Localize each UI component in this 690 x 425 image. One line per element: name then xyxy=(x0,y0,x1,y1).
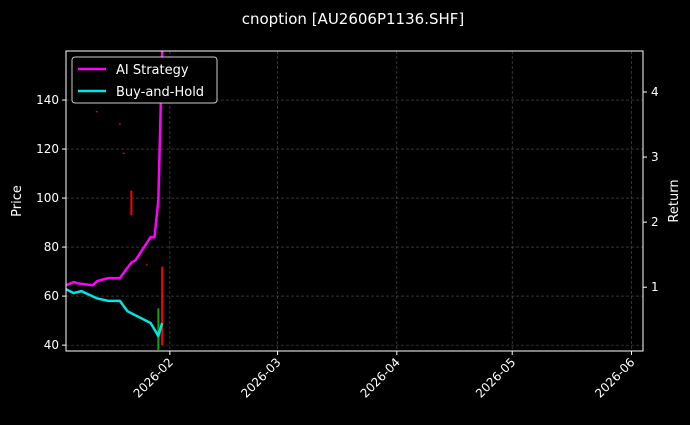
x-tick-label: 2026-04 xyxy=(358,355,403,400)
series-line-ai-strategy xyxy=(65,50,164,287)
legend-label-buy-and-hold: Buy-and-Hold xyxy=(116,85,204,100)
x-tick-label: 2026-05 xyxy=(473,355,518,400)
plot-frame xyxy=(65,50,644,352)
y-right-tick-label: 3 xyxy=(651,150,659,164)
y-tick-label: 40 xyxy=(44,338,59,352)
series-line-buy-and-hold xyxy=(65,288,164,338)
chart-title: cnoption [AU2606P1136.SHF] xyxy=(242,10,465,28)
y-tick-label: 60 xyxy=(44,289,59,303)
ticks: 2026-02 2026-03 2026-04 2026-05 2026-06 40 60 8… xyxy=(36,85,659,401)
series-lines xyxy=(65,50,164,338)
x-tick-label: 2026-03 xyxy=(238,355,283,400)
candles xyxy=(95,111,164,351)
legend: AI Strategy Buy-and-Hold xyxy=(71,56,218,104)
y-right-tick-label: 4 xyxy=(651,85,659,99)
y-tick-label: 80 xyxy=(44,240,59,254)
y-axis-right-label: Return xyxy=(667,179,682,222)
y-axis-label: Price xyxy=(10,185,25,217)
y-tick-label: 100 xyxy=(36,191,59,205)
x-tick-label: 2026-06 xyxy=(592,355,637,400)
y-tick-label: 140 xyxy=(36,93,59,107)
y-tick-label: 120 xyxy=(36,142,59,156)
legend-label-ai-strategy: AI Strategy xyxy=(116,63,189,78)
y-right-tick-label: 1 xyxy=(651,280,659,294)
x-tick-label: 2026-02 xyxy=(131,355,176,400)
y-right-tick-label: 2 xyxy=(651,215,659,229)
